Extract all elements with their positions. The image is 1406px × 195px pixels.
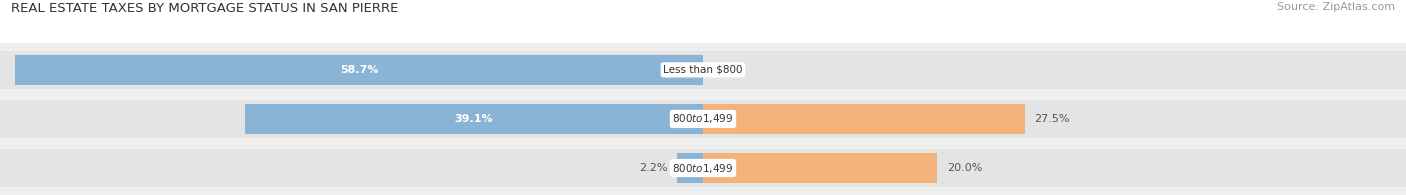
Text: 27.5%: 27.5% bbox=[1035, 114, 1070, 124]
Bar bbox=[0, 149, 1406, 187]
Bar bbox=[0, 51, 1406, 89]
Bar bbox=[703, 153, 938, 183]
Bar bbox=[0, 100, 1406, 138]
Text: 58.7%: 58.7% bbox=[340, 65, 378, 75]
Text: 39.1%: 39.1% bbox=[454, 114, 494, 124]
Text: $800 to $1,499: $800 to $1,499 bbox=[672, 113, 734, 125]
Text: $800 to $1,499: $800 to $1,499 bbox=[672, 161, 734, 175]
Text: 20.0%: 20.0% bbox=[946, 163, 981, 173]
Bar bbox=[703, 104, 1025, 134]
Bar bbox=[15, 55, 703, 85]
Text: 0.0%: 0.0% bbox=[713, 65, 741, 75]
Text: 2.2%: 2.2% bbox=[640, 163, 668, 173]
Bar bbox=[678, 153, 703, 183]
Text: Source: ZipAtlas.com: Source: ZipAtlas.com bbox=[1277, 2, 1395, 12]
Bar bbox=[245, 104, 703, 134]
Text: Less than $800: Less than $800 bbox=[664, 65, 742, 75]
Text: REAL ESTATE TAXES BY MORTGAGE STATUS IN SAN PIERRE: REAL ESTATE TAXES BY MORTGAGE STATUS IN … bbox=[11, 2, 399, 15]
